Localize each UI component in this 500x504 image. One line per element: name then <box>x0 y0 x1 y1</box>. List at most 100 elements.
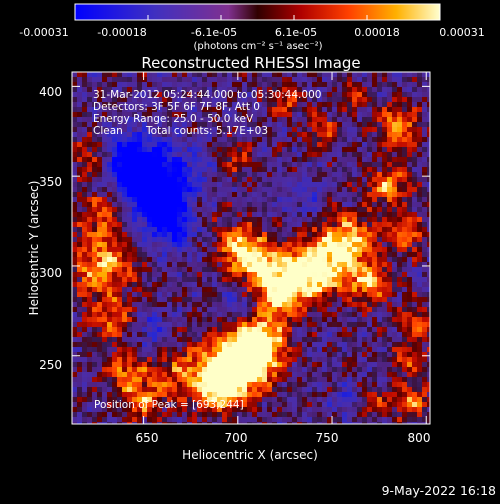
heatmap-cell <box>92 347 98 353</box>
heatmap-cell <box>87 232 93 238</box>
heatmap-cell <box>307 77 313 83</box>
heatmap-cell <box>287 287 293 293</box>
heatmap-cell <box>282 162 288 168</box>
heatmap-cell <box>347 152 353 158</box>
heatmap-cell <box>187 302 193 308</box>
heatmap-cell <box>77 227 83 233</box>
heatmap-cell <box>122 387 128 393</box>
heatmap-cell <box>187 257 193 263</box>
heatmap-cell <box>402 107 408 113</box>
heatmap-cell <box>117 257 123 263</box>
heatmap-cell <box>282 352 288 358</box>
heatmap-cell <box>202 177 208 183</box>
heatmap-cell <box>127 152 133 158</box>
heatmap-cell <box>157 157 163 163</box>
heatmap-cell <box>137 367 143 373</box>
heatmap-cell <box>177 177 183 183</box>
heatmap-cell <box>387 367 393 373</box>
heatmap-cell <box>377 117 383 123</box>
heatmap-cell <box>182 272 188 278</box>
heatmap-cell <box>177 337 183 343</box>
heatmap-cell <box>392 387 398 393</box>
heatmap-cell <box>87 152 93 158</box>
heatmap-cell <box>407 262 413 268</box>
heatmap-cell <box>107 242 113 248</box>
heatmap-cell <box>127 302 133 308</box>
heatmap-cell <box>197 297 203 303</box>
heatmap-cell <box>392 187 398 193</box>
heatmap-cell <box>192 252 198 258</box>
heatmap-cell <box>242 202 248 208</box>
heatmap-cell <box>242 347 248 353</box>
heatmap-cell <box>317 82 323 88</box>
heatmap-cell <box>162 237 168 243</box>
heatmap-cell <box>207 192 213 198</box>
heatmap-cell <box>237 147 243 153</box>
heatmap-cell <box>82 142 88 148</box>
heatmap-cell <box>162 77 168 83</box>
heatmap-cell <box>147 372 153 378</box>
heatmap-cell <box>312 292 318 298</box>
heatmap-cell <box>227 392 233 398</box>
heatmap-cell <box>232 157 238 163</box>
heatmap-cell <box>422 102 428 108</box>
heatmap-cell <box>197 207 203 213</box>
heatmap-cell <box>252 192 258 198</box>
heatmap-cell <box>347 402 353 408</box>
heatmap-cell <box>292 377 298 383</box>
heatmap-cell <box>352 247 358 253</box>
heatmap-cell <box>337 287 343 293</box>
heatmap-cell <box>232 382 238 388</box>
heatmap-cell <box>377 222 383 228</box>
heatmap-cell <box>292 107 298 113</box>
heatmap-cell <box>317 307 323 313</box>
heatmap-cell <box>292 302 298 308</box>
heatmap-cell <box>307 197 313 203</box>
heatmap-cell <box>222 152 228 158</box>
heatmap-cell <box>167 252 173 258</box>
heatmap-cell <box>232 77 238 83</box>
heatmap-cell <box>262 337 268 343</box>
heatmap-cell <box>212 192 218 198</box>
heatmap-cell <box>177 327 183 333</box>
heatmap-cell <box>287 292 293 298</box>
heatmap-cell <box>132 297 138 303</box>
heatmap-cell <box>387 337 393 343</box>
heatmap-cell <box>327 292 333 298</box>
heatmap-cell <box>382 277 388 283</box>
heatmap-cell <box>212 152 218 158</box>
heatmap-cell <box>342 102 348 108</box>
heatmap-cell <box>392 132 398 138</box>
heatmap-cell <box>117 272 123 278</box>
heatmap-cell <box>402 137 408 143</box>
heatmap-cell <box>132 237 138 243</box>
heatmap-cell <box>372 322 378 328</box>
heatmap-cell <box>287 367 293 373</box>
heatmap-cell <box>112 277 118 283</box>
heatmap-cell <box>87 97 93 103</box>
heatmap-cell <box>302 397 308 403</box>
heatmap-cell <box>337 212 343 218</box>
heatmap-cell <box>217 162 223 168</box>
heatmap-cell <box>142 327 148 333</box>
heatmap-cell <box>137 342 143 348</box>
heatmap-cell <box>132 272 138 278</box>
heatmap-cell <box>127 257 133 263</box>
heatmap-cell <box>332 257 338 263</box>
heatmap-cell <box>312 207 318 213</box>
heatmap-cell <box>177 182 183 188</box>
heatmap-cell <box>72 332 78 338</box>
heatmap-cell <box>97 287 103 293</box>
heatmap-cell <box>82 317 88 323</box>
heatmap-cell <box>177 272 183 278</box>
heatmap-cell <box>87 92 93 98</box>
heatmap-cell <box>92 342 98 348</box>
heatmap-cell <box>77 172 83 178</box>
heatmap-cell <box>252 72 258 78</box>
heatmap-cell <box>332 292 338 298</box>
heatmap-cell <box>382 317 388 323</box>
heatmap-cell <box>207 232 213 238</box>
heatmap-cell <box>417 412 423 418</box>
heatmap-cell <box>402 372 408 378</box>
heatmap-cell <box>302 177 308 183</box>
